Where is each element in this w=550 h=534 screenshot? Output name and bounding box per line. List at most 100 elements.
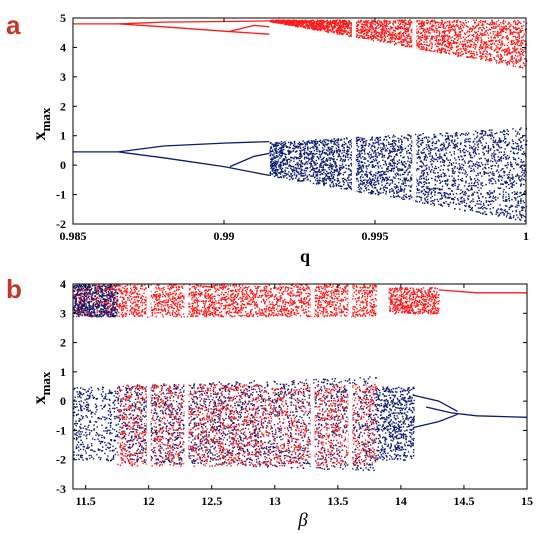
data-point [423, 47, 425, 49]
data-point [457, 25, 459, 27]
data-point [492, 139, 494, 141]
data-point [520, 127, 522, 129]
data-point [520, 161, 522, 163]
data-point [384, 20, 387, 22]
data-point [503, 49, 506, 51]
data-point [465, 25, 467, 27]
data-point [307, 178, 309, 180]
data-point [417, 23, 420, 25]
data-point [361, 170, 363, 172]
data-point [508, 143, 510, 145]
data-point [490, 131, 492, 134]
data-point [464, 194, 466, 196]
data-point [403, 44, 405, 46]
data-point [524, 152, 526, 155]
data-point [361, 183, 364, 186]
data-point [517, 27, 519, 30]
data-point [438, 156, 440, 159]
data-point [333, 141, 336, 143]
data-point [518, 177, 520, 179]
data-point [289, 21, 291, 23]
data-point [441, 19, 443, 21]
data-point [333, 159, 335, 161]
data-point [516, 43, 518, 45]
data-point [384, 150, 386, 152]
data-point [451, 175, 453, 177]
data-point [405, 39, 407, 41]
data-point [475, 175, 477, 177]
data-point [382, 28, 385, 30]
data-point [407, 30, 410, 32]
data-point [346, 32, 349, 34]
data-point [511, 139, 514, 141]
data-point [517, 196, 519, 198]
data-point [371, 166, 374, 168]
data-point [339, 185, 341, 187]
data-point [405, 177, 407, 180]
data-point [510, 33, 512, 35]
data-point [438, 39, 440, 41]
data-point [438, 32, 441, 35]
data-point [445, 25, 448, 27]
data-point [364, 157, 366, 159]
data-point [425, 31, 428, 33]
data-point [513, 40, 515, 42]
data-point [365, 181, 368, 184]
data-point [505, 164, 508, 167]
data-point [460, 48, 462, 50]
data-point [414, 133, 417, 136]
data-point [492, 197, 494, 199]
data-point [367, 165, 369, 167]
data-point [457, 52, 460, 54]
data-point [476, 132, 479, 134]
data-point [348, 165, 350, 167]
data-point [457, 35, 459, 37]
data-point [298, 177, 300, 180]
data-point [486, 43, 488, 45]
data-point [300, 25, 302, 28]
data-point [455, 41, 457, 44]
data-point [389, 29, 391, 31]
data-point [423, 21, 426, 24]
data-point [333, 26, 335, 28]
data-point [345, 164, 347, 166]
data-point [390, 37, 392, 40]
data-point [477, 186, 479, 189]
data-point [489, 29, 492, 31]
data-point [405, 45, 407, 47]
data-point [405, 36, 407, 39]
data-point [468, 182, 470, 185]
data-point [452, 42, 454, 44]
data-point [455, 203, 457, 205]
data-point [515, 29, 518, 31]
data-point [394, 140, 396, 142]
data-point [358, 188, 361, 190]
data-point [456, 198, 459, 200]
data-point [429, 151, 432, 154]
data-point [447, 24, 449, 26]
data-point [408, 45, 411, 47]
data-point [362, 176, 364, 178]
data-point [441, 21, 443, 24]
data-point [466, 32, 468, 34]
data-point [297, 167, 299, 169]
data-point [442, 159, 444, 162]
data-point [293, 23, 295, 25]
data-point [471, 38, 473, 40]
data-point [335, 19, 337, 22]
data-point [444, 180, 446, 182]
data-point [429, 32, 431, 34]
data-point [417, 146, 420, 148]
data-point [492, 200, 495, 203]
data-point [305, 170, 307, 172]
data-point [420, 199, 422, 201]
data-point [383, 156, 385, 158]
data-point [510, 150, 512, 153]
data-point [500, 32, 502, 34]
data-point [418, 40, 421, 43]
data-point [393, 33, 396, 35]
data-point [294, 19, 297, 22]
data-point [330, 179, 332, 181]
data-point [326, 22, 329, 25]
data-point [440, 50, 443, 52]
